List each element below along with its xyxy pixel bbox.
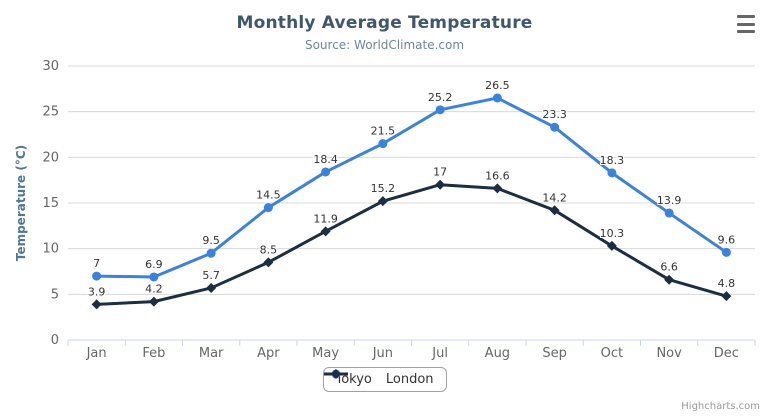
y-tick-label: 15 bbox=[42, 196, 59, 211]
data-point-tokyo[interactable] bbox=[378, 139, 388, 149]
data-point-tokyo[interactable] bbox=[321, 167, 331, 177]
x-tick-label: Dec bbox=[714, 346, 739, 361]
data-label: 5.7 bbox=[202, 269, 220, 282]
series-line-tokyo bbox=[95, 96, 728, 279]
data-label: 14.2 bbox=[542, 191, 567, 204]
data-label: 8.5 bbox=[260, 243, 278, 256]
legend-label: London bbox=[385, 372, 434, 387]
x-tick-label: May bbox=[312, 346, 339, 361]
data-point-tokyo[interactable] bbox=[721, 247, 731, 257]
data-label: 21.5 bbox=[371, 125, 396, 138]
data-point-london[interactable] bbox=[549, 205, 560, 216]
data-point-london[interactable] bbox=[377, 196, 388, 207]
y-tick-label: 10 bbox=[42, 242, 59, 257]
data-label: 23.3 bbox=[542, 108, 567, 121]
y-axis-title: Temperature (°C) bbox=[14, 145, 28, 261]
context-menu-button[interactable] bbox=[734, 13, 758, 35]
data-point-tokyo[interactable] bbox=[550, 122, 560, 132]
legend-label: Tokyo bbox=[335, 372, 372, 387]
data-label: 18.3 bbox=[600, 154, 625, 167]
data-label: 25.2 bbox=[428, 91, 453, 104]
data-point-london[interactable] bbox=[148, 296, 159, 307]
data-label: 10.3 bbox=[600, 227, 625, 240]
y-tick-label: 0 bbox=[51, 333, 59, 348]
y-tick-label: 25 bbox=[42, 105, 59, 120]
series-line-london bbox=[95, 183, 728, 306]
data-label: 11.9 bbox=[313, 212, 338, 225]
y-tick-label: 30 bbox=[42, 59, 59, 74]
data-label: 26.5 bbox=[485, 79, 510, 92]
data-label: 4.2 bbox=[145, 283, 163, 296]
x-tick-label: Sep bbox=[542, 346, 567, 361]
x-tick-label: Jan bbox=[86, 346, 107, 361]
data-point-tokyo[interactable] bbox=[435, 105, 445, 115]
x-tick-label: Jul bbox=[431, 346, 448, 361]
legend-item-london[interactable]: London bbox=[323, 369, 434, 387]
data-label: 6.9 bbox=[145, 258, 163, 271]
data-point-tokyo[interactable] bbox=[149, 272, 159, 282]
data-point-london[interactable] bbox=[320, 226, 331, 237]
data-point-tokyo[interactable] bbox=[492, 93, 502, 103]
data-point-london[interactable] bbox=[721, 291, 732, 302]
data-label: 17 bbox=[433, 166, 447, 179]
data-point-tokyo[interactable] bbox=[664, 208, 674, 218]
data-label: 4.8 bbox=[718, 277, 736, 290]
hamburger-menu-icon bbox=[737, 15, 755, 18]
data-point-london[interactable] bbox=[606, 240, 617, 251]
chart-subtitle: Source: WorldClimate.com bbox=[304, 38, 465, 52]
data-point-london[interactable] bbox=[664, 274, 675, 285]
y-tick-label: 20 bbox=[42, 150, 59, 165]
data-label: 14.5 bbox=[256, 189, 281, 202]
data-point-london[interactable] bbox=[492, 183, 503, 194]
x-tick-label: Jun bbox=[372, 346, 393, 361]
data-label: 9.6 bbox=[718, 233, 736, 246]
y-tick-label: 5 bbox=[51, 287, 59, 302]
x-tick-label: Feb bbox=[142, 346, 165, 361]
legend: Tokyo London bbox=[322, 367, 447, 392]
credits-link[interactable]: Highcharts.com bbox=[681, 401, 760, 412]
data-label: 18.4 bbox=[313, 153, 338, 166]
x-tick-label: Aug bbox=[485, 346, 510, 361]
data-point-tokyo[interactable] bbox=[92, 271, 102, 281]
hamburger-menu-icon bbox=[737, 30, 755, 33]
data-point-tokyo[interactable] bbox=[607, 168, 617, 178]
data-label: 7 bbox=[93, 257, 100, 270]
data-point-london[interactable] bbox=[206, 282, 217, 293]
x-tick-label: Apr bbox=[257, 346, 280, 361]
hamburger-menu-icon bbox=[737, 22, 755, 26]
x-tick-label: Mar bbox=[199, 346, 224, 361]
data-label: 6.6 bbox=[660, 261, 678, 274]
data-point-london[interactable] bbox=[263, 257, 274, 268]
data-point-tokyo[interactable] bbox=[263, 203, 273, 213]
data-label: 3.9 bbox=[88, 285, 106, 298]
data-label: 9.5 bbox=[202, 234, 220, 247]
chart-title: Monthly Average Temperature bbox=[236, 13, 533, 33]
data-label: 15.2 bbox=[371, 182, 396, 195]
data-point-london[interactable] bbox=[91, 299, 102, 310]
data-label: 13.9 bbox=[657, 194, 682, 207]
x-tick-label: Oct bbox=[601, 346, 623, 361]
data-point-london[interactable] bbox=[435, 179, 446, 190]
diamond-marker-icon bbox=[323, 369, 348, 379]
data-point-tokyo[interactable] bbox=[206, 248, 216, 258]
data-label: 16.6 bbox=[485, 169, 510, 182]
x-tick-label: Nov bbox=[656, 346, 682, 361]
